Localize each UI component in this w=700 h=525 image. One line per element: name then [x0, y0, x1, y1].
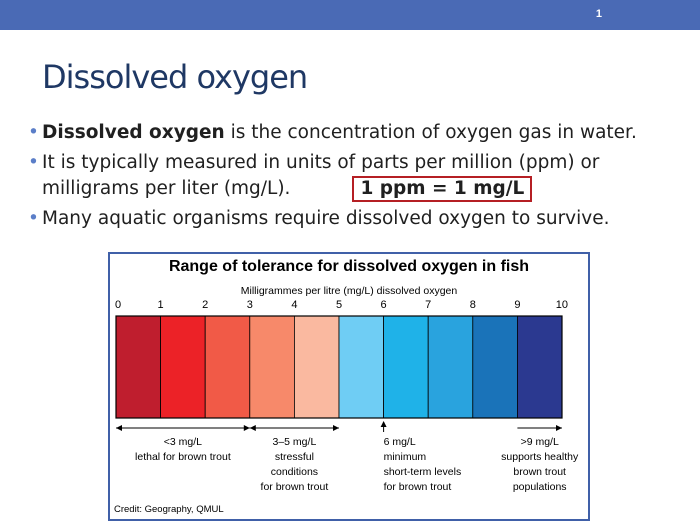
tick-label: 0 [115, 299, 121, 311]
figure-title: Range of tolerance for dissolved oxygen … [168, 258, 530, 275]
bullet-list: • Dissolved oxygen is the concentration … [26, 120, 686, 236]
tolerance-segment [383, 315, 429, 419]
tick-label: 1 [158, 299, 164, 311]
annotation-text: populations [513, 481, 567, 493]
annotation-text: for brown trout [384, 481, 452, 493]
arrowhead [380, 421, 387, 427]
annotation-text: >9 mg/L [521, 436, 559, 448]
annotation-text: lethal for brown trout [135, 451, 231, 463]
bullet-item: • It is typically measured in units of p… [26, 150, 686, 202]
arrowhead [243, 425, 250, 431]
annotation-text: <3 mg/L [164, 436, 202, 448]
page-number: 1 [595, 8, 602, 20]
bullet-icon: • [28, 122, 39, 143]
annotation-text: conditions [271, 466, 318, 478]
tick-label: 2 [202, 299, 208, 311]
tolerance-segment [293, 315, 340, 419]
annotation-text: short-term levels [384, 466, 462, 478]
annotation-text: for brown trout [261, 481, 329, 493]
arrowhead [249, 425, 256, 431]
tolerance-segment [338, 315, 384, 419]
arrowhead [116, 425, 122, 431]
annotation-text: stressful [275, 451, 314, 463]
bullet-bold: Dissolved oxygen [42, 122, 225, 143]
tick-label: 3 [247, 299, 253, 311]
bullet-text: Many aquatic organisms require dissolved… [42, 208, 610, 229]
annotation-text: 3–5 mg/L [273, 436, 317, 448]
scale-outline [115, 315, 563, 419]
arrowhead [333, 425, 339, 431]
axis-label: Milligrammes per litre (mg/L) dissolved … [241, 285, 458, 297]
annotation-text: supports healthy [501, 451, 579, 463]
tick-label: 8 [470, 299, 476, 311]
tick-label: 5 [336, 299, 342, 311]
tolerance-scale-graphic: Milligrammes per litre (mg/L) dissolved … [115, 285, 579, 493]
annotation-text: 6 mg/L [384, 436, 416, 448]
tolerance-segment [249, 315, 295, 419]
tick-label: 4 [291, 299, 297, 311]
tolerance-segment [204, 315, 251, 419]
bullet-text: It is typically measured in units of par… [42, 152, 600, 199]
slide-title: Dissolved oxygen [42, 58, 308, 96]
header-bar [0, 0, 700, 30]
tolerance-segment [160, 315, 206, 419]
annotation-text: minimum [384, 451, 427, 463]
tolerance-figure: Milligrammes per litre (mg/L) dissolved … [108, 252, 590, 521]
tick-label: 9 [514, 299, 520, 311]
unit-equivalence-highlight: 1 ppm = 1 mg/L [352, 176, 533, 202]
tolerance-segment [115, 315, 161, 419]
tick-label: 6 [381, 299, 387, 311]
bullet-icon: • [28, 152, 39, 173]
bullet-icon: • [28, 208, 39, 229]
bullet-text: is the concentration of oxygen gas in wa… [224, 122, 637, 143]
tolerance-segment [516, 315, 563, 419]
tick-label: 10 [556, 299, 568, 311]
tolerance-segment [427, 315, 474, 419]
bullet-item: • Many aquatic organisms require dissolv… [26, 206, 686, 232]
annotation-text: brown trout [513, 466, 566, 478]
figure-credit: Credit: Geography, QMUL [114, 504, 224, 515]
tick-label: 7 [425, 299, 431, 311]
bullet-item: • Dissolved oxygen is the concentration … [26, 120, 686, 146]
arrowhead [556, 425, 562, 431]
tolerance-segment [472, 315, 518, 419]
